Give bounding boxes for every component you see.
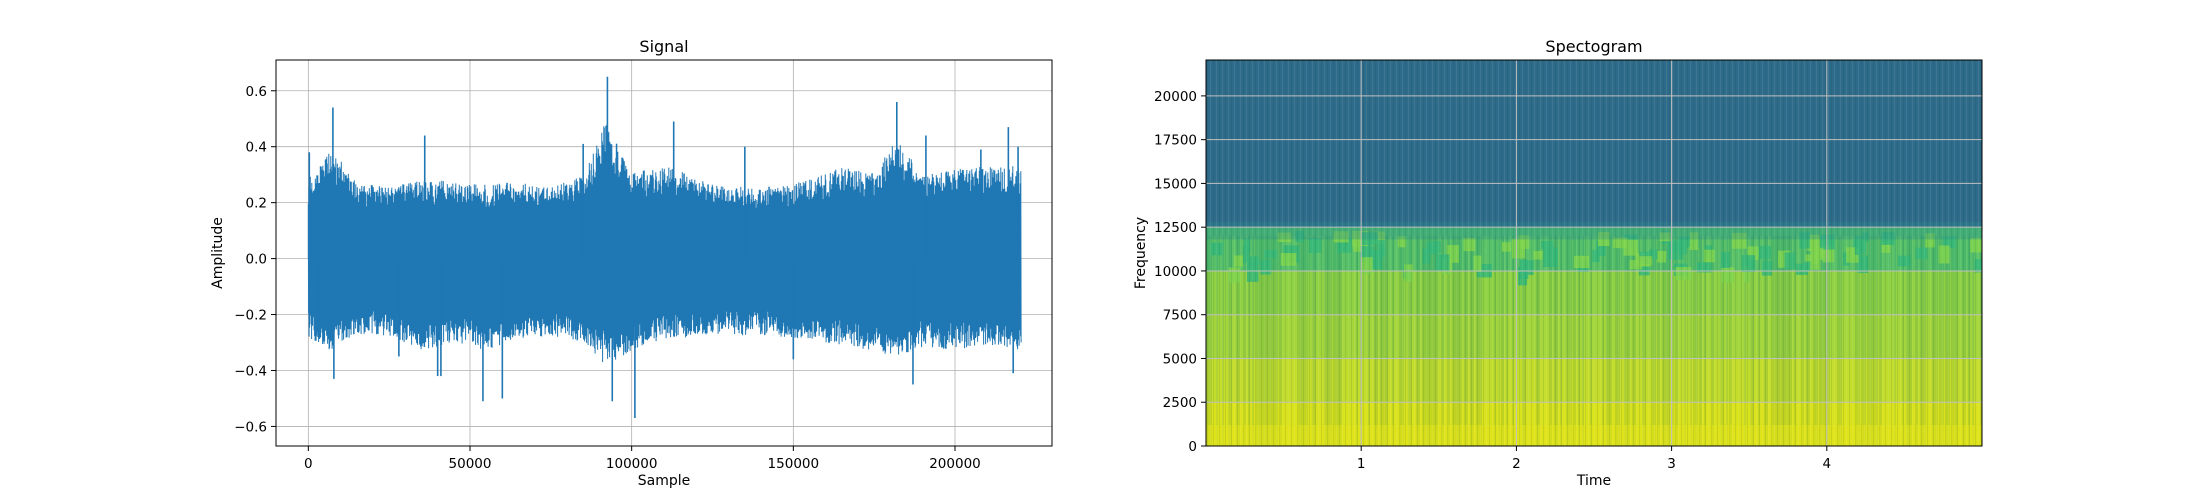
spectrogram-y-tick-label: 5000 [1163,351,1197,367]
signal-y-tick-label: 0.6 [246,84,267,100]
spectrogram-y-tick-label: 12500 [1154,220,1197,236]
signal-x-tick-label: 150000 [768,456,820,472]
spectrogram-y-tick-label: 7500 [1163,308,1197,324]
spectrogram-x-tick-label: 3 [1667,456,1676,472]
signal-x-tick-label: 200000 [929,456,981,472]
spectrogram-y-tick-label: 10000 [1154,264,1197,280]
signal-y-tick-label: −0.6 [234,419,267,435]
signal-chart: Signal 0 50000 100000 150000 200000 −0.6 −0.4… [210,37,1053,489]
signal-y-tick-label: −0.2 [234,308,267,324]
spectrogram-x-tick-label: 1 [1357,456,1366,472]
signal-axes-frame [275,59,1053,447]
signal-x-label: Sample [638,473,691,489]
spectrogram-x-tick-label: 4 [1823,456,1832,472]
spectrogram-x-tick-label: 2 [1512,456,1521,472]
signal-y-tick-label: 0.0 [246,252,267,268]
signal-title: Signal [639,37,688,56]
spectrogram-title: Spectogram [1545,37,1642,56]
spectrogram-x-ticks: 1 2 3 4 [1357,446,1831,472]
spectrogram-y-label: Frequency [1133,217,1149,289]
spectrogram-y-tick-label: 20000 [1154,89,1197,105]
signal-x-tick-label: 50000 [449,456,492,472]
signal-y-tick-label: 0.4 [246,140,267,156]
spectrogram-y-tick-label: 15000 [1154,176,1197,192]
signal-y-tick-label: −0.4 [234,363,267,379]
signal-y-ticks: −0.6 −0.4 −0.2 0.0 0.2 0.4 0.6 [234,84,276,435]
signal-x-ticks: 0 50000 100000 150000 200000 [304,446,981,472]
spectrogram-grid [1206,60,1982,446]
spectrogram-x-label: Time [1576,473,1611,489]
spectrogram-y-tick-label: 2500 [1163,395,1197,411]
spectrogram-axes-frame [1205,59,1983,447]
spectrogram-image [1206,60,1982,446]
signal-x-tick-label: 100000 [606,456,658,472]
signal-y-tick-label: 0.2 [246,196,267,212]
signal-series-line [307,124,1022,363]
spectrogram-y-tick-label: 0 [1188,439,1197,455]
signal-waveform [307,76,1022,419]
signal-x-tick-label: 0 [304,456,313,472]
spectrogram-y-tick-label: 17500 [1154,133,1197,149]
spectrogram-noise-overlay [1206,60,1982,446]
spectrogram-y-ticks: 0 2500 5000 7500 10000 12500 15000 17500 20000 [1154,89,1206,455]
spectrogram-chart: Spectogram 1 2 3 4 0 2500 5000 7500 10000 12500 1… [1133,37,1983,489]
signal-y-label: Amplitude [210,217,226,289]
